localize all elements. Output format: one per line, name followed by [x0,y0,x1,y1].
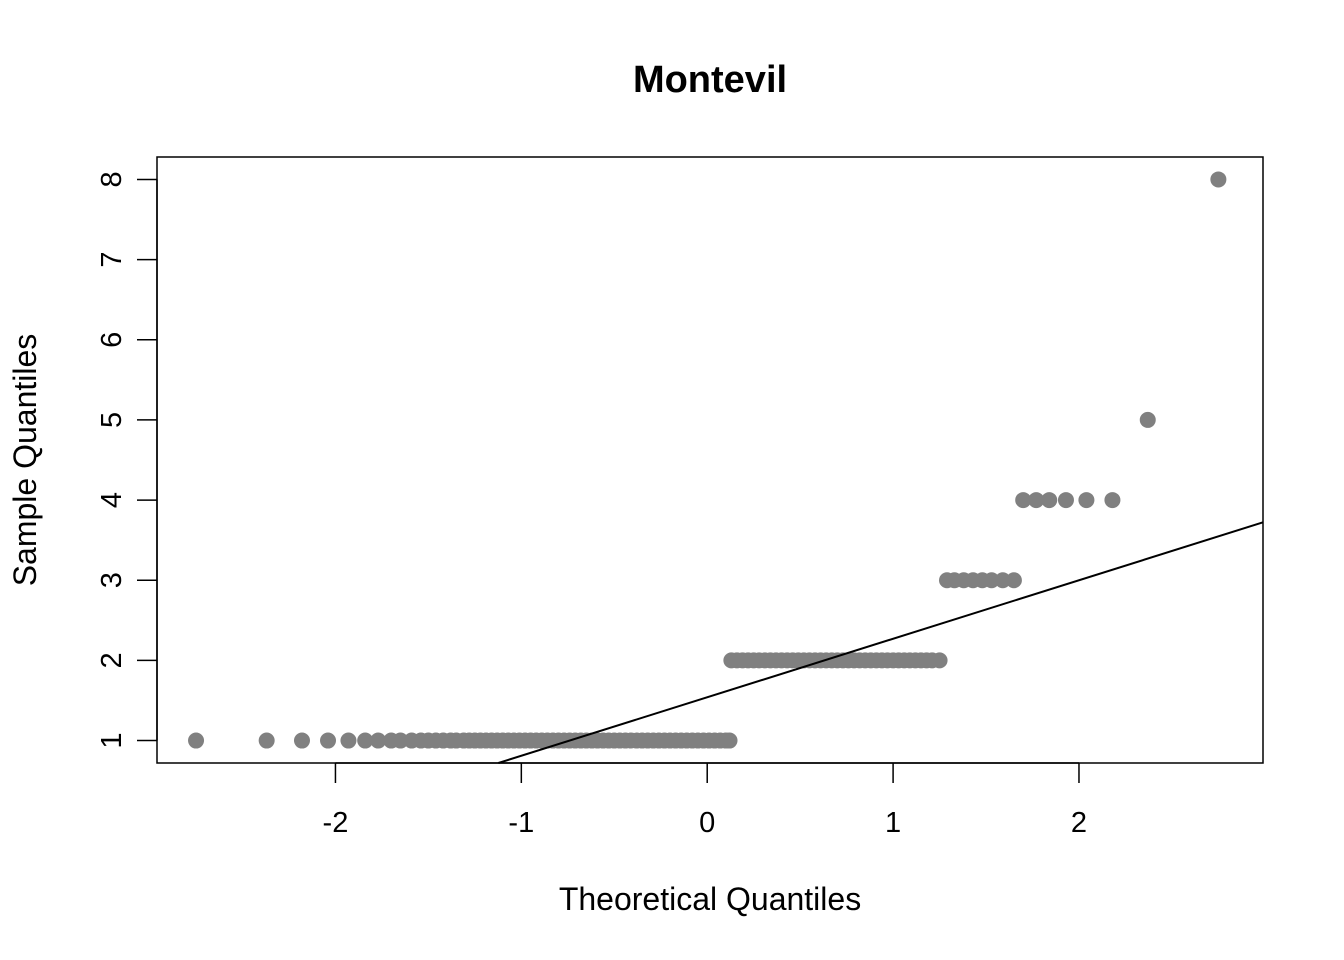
x-tick-label: 2 [1071,807,1087,839]
data-point [1210,171,1227,188]
data-point [357,732,374,749]
data-point [983,572,1000,589]
y-axis-label: Sample Quantiles [7,334,43,587]
y-tick-label: 8 [96,171,128,187]
y-tick-label: 5 [96,412,128,428]
data-point [1104,492,1121,509]
data-point [931,652,948,669]
qq-reference-line [498,521,1264,764]
y-tick-label: 3 [96,572,128,588]
plot-frame [156,156,1264,764]
data-point [1015,492,1032,509]
data-point [320,732,337,749]
data-point [188,732,205,749]
x-tick-label: 0 [699,807,715,839]
data-point [1139,411,1156,428]
data-point [1028,492,1045,509]
x-tick-label: -1 [508,807,534,839]
data-point [1078,492,1095,509]
points-layer [188,171,1227,749]
reference-line-layer [498,521,1264,764]
chart-title: Montevil [633,59,787,101]
data-point [721,732,738,749]
data-point [370,732,387,749]
y-tick-label: 1 [96,732,128,748]
x-tick-label: 1 [885,807,901,839]
y-axis: 1 2 3 4 5 6 7 8 [96,171,158,749]
data-point [258,732,275,749]
x-tick-label: -2 [323,807,349,839]
data-point [1005,572,1022,589]
y-tick-label: 2 [96,652,128,668]
data-point [1057,492,1074,509]
data-point [994,572,1011,589]
x-axis: -2 -1 0 1 2 [323,762,1087,839]
y-tick-label: 6 [96,332,128,348]
data-point [340,732,357,749]
y-tick-label: 4 [96,492,128,508]
data-point [392,732,409,749]
data-point [293,732,310,749]
x-axis-label: Theoretical Quantiles [559,881,861,917]
y-tick-label: 7 [96,252,128,268]
data-point [1041,492,1058,509]
